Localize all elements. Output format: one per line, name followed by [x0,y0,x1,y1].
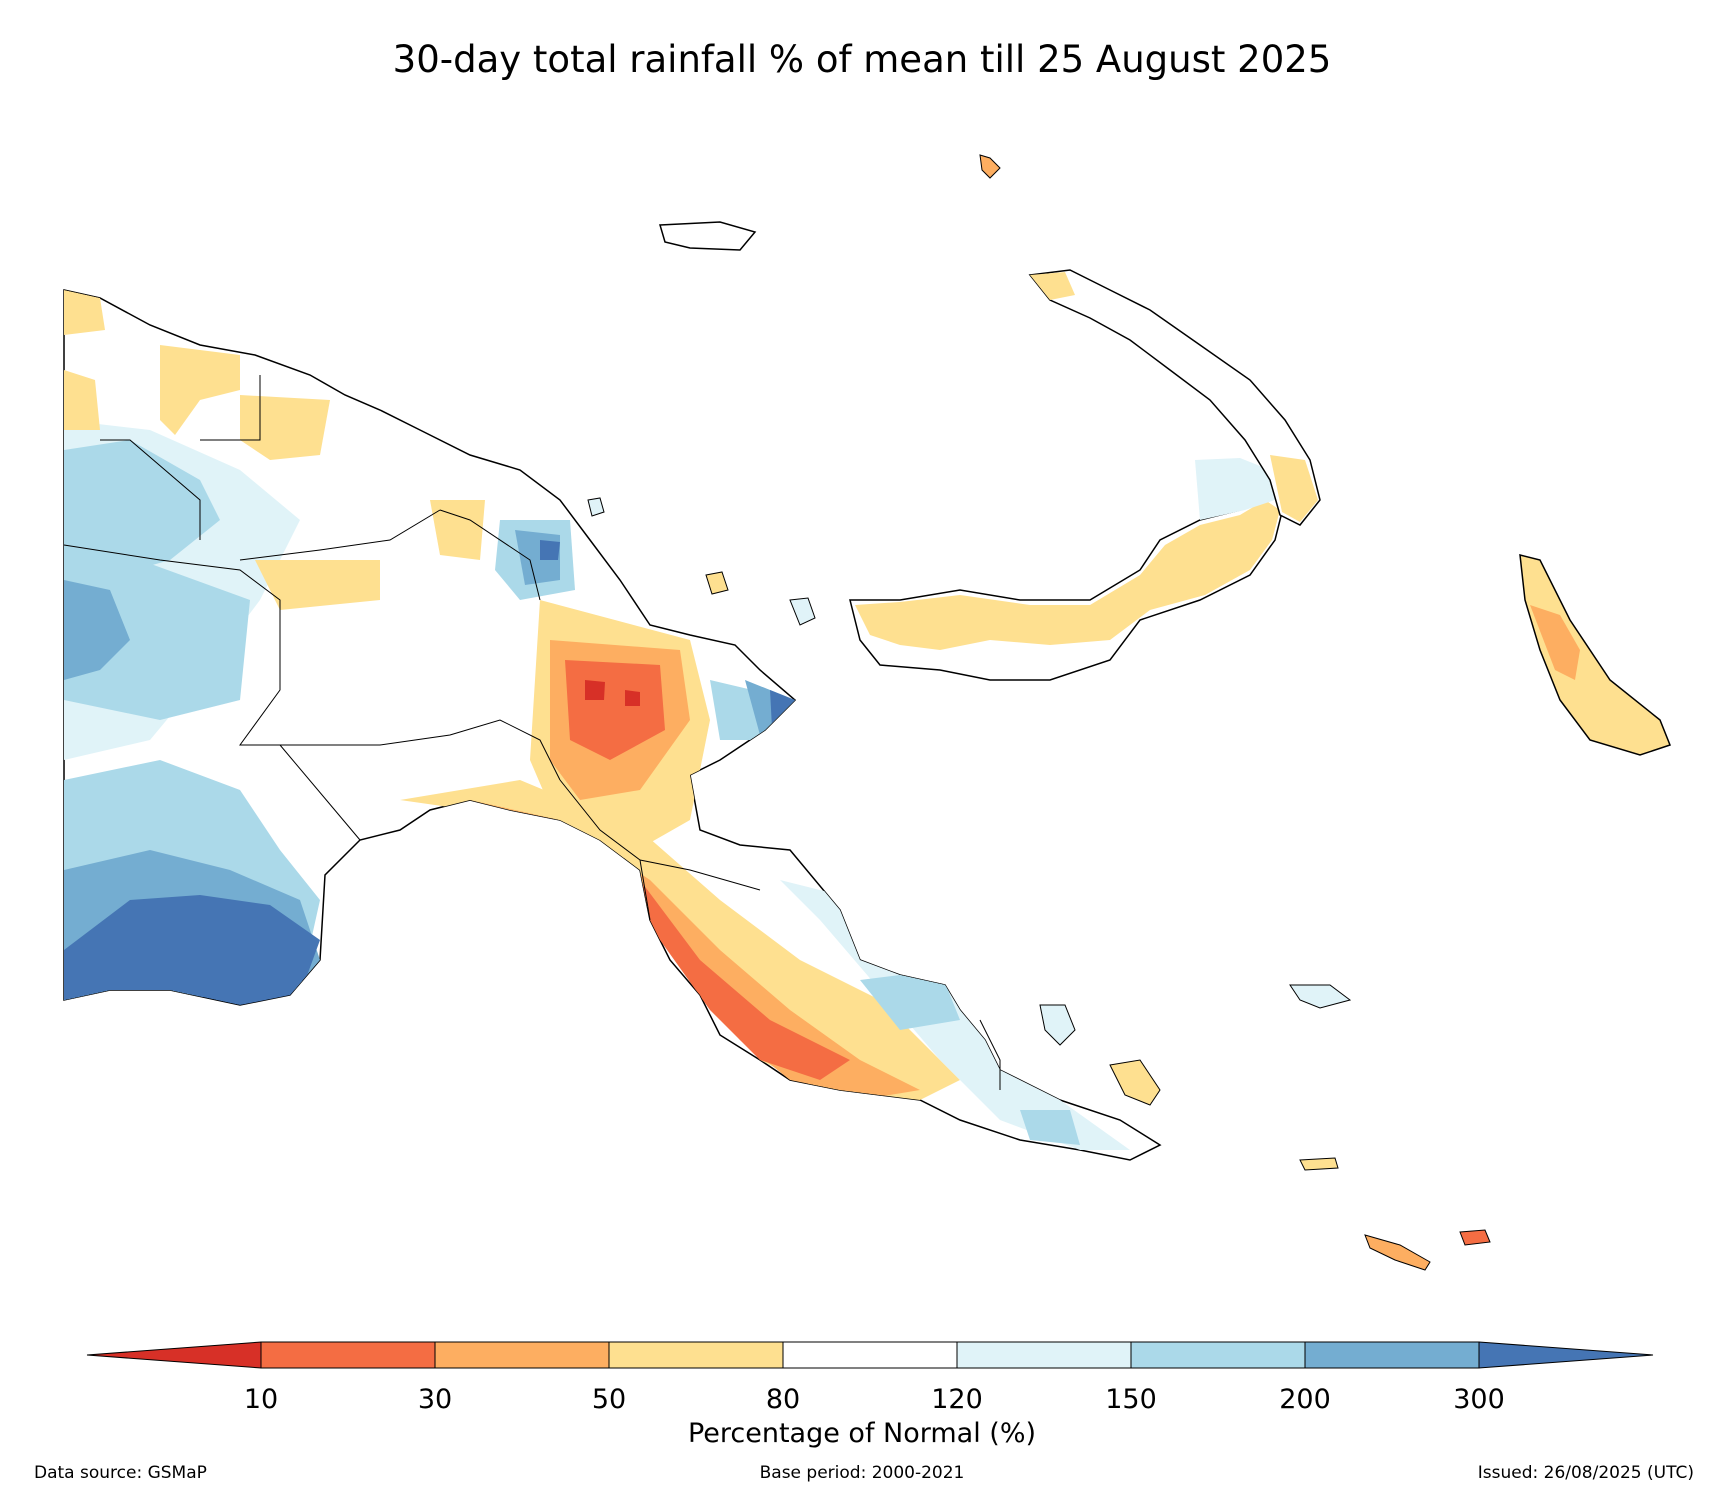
colorbar-tick-50: 50 [591,1384,627,1415]
colorbar-tick-30: 30 [417,1384,453,1415]
colorbar-tick-200: 200 [1279,1384,1331,1415]
colorbar-segment [782,1341,958,1369]
map-title: 30-day total rainfall % of mean till 25 … [392,38,1332,81]
colorbar-tick-120: 120 [931,1384,983,1415]
colorbar-tick-10: 10 [243,1384,279,1415]
long-island [705,571,729,595]
colorbar-extend-high [1478,1341,1654,1369]
north-island-1 [979,154,1001,179]
colorbar-tick-150: 150 [1105,1384,1157,1415]
colorbar-extend-low [86,1341,262,1369]
colorbar-label: Percentage of Normal (%) [687,1418,1037,1449]
rainfall-map [63,154,1671,1271]
bougainville-orange [1530,605,1580,680]
new-ireland-yellow [1030,272,1075,300]
colorbar-segment [1304,1341,1480,1369]
colorbar-segment [434,1341,610,1369]
umboi-island [789,597,816,626]
bougainville [1519,554,1671,756]
issued-date: Issued: 26/08/2025 (UTC) [1477,1463,1694,1483]
sudest-island [1364,1234,1431,1271]
misima-island [1299,1157,1339,1171]
new-ireland-south [1270,455,1318,522]
data-source: Data source: GSMaP [34,1463,207,1483]
colorbar-segment [608,1341,784,1369]
colorbar-segment [1130,1341,1306,1369]
trobriand-island [1289,984,1352,1009]
goodenough-island [1039,1004,1076,1046]
new-ireland [1028,269,1321,526]
manus-island [659,221,757,251]
new-britain-yellow [855,500,1280,650]
colorbar-tick-300: 300 [1453,1384,1505,1415]
colorbar-segment [260,1341,436,1369]
province-boundaries [63,375,1001,1090]
colorbar [86,1341,1654,1369]
karkar-island [587,497,605,517]
colorbar-segment [956,1341,1132,1369]
fergusson-island [1109,1059,1161,1106]
base-period: Base period: 2000-2021 [759,1463,965,1483]
colorbar-tick-80: 80 [765,1384,801,1415]
rossel-island [1459,1229,1491,1246]
new-britain-north [1195,458,1275,520]
